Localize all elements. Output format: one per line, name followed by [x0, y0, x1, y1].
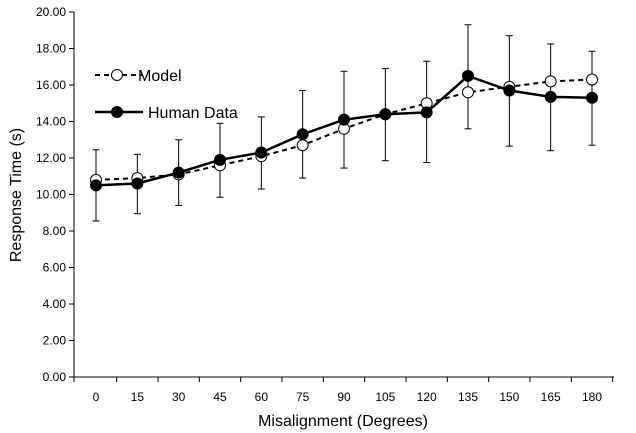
human-data-point — [172, 166, 185, 179]
y-tick-label: 4.00 — [43, 297, 67, 311]
x-axis-title: Misalignment (Degrees) — [258, 413, 428, 430]
human-data-point — [296, 128, 309, 141]
human-data-point — [255, 146, 268, 159]
human-data-point — [462, 69, 474, 82]
x-tick-label: 90 — [337, 390, 351, 404]
legend-human-marker — [111, 106, 123, 118]
x-tick-label: 30 — [172, 390, 186, 404]
legend-model-marker — [111, 69, 123, 81]
y-tick-label: 0.00 — [43, 370, 67, 384]
x-tick-label: 75 — [296, 390, 310, 404]
y-tick-label: 12.00 — [36, 151, 66, 165]
x-tick-label: 15 — [131, 390, 145, 404]
x-tick-label: 60 — [255, 390, 269, 404]
y-tick-label: 16.00 — [36, 78, 66, 92]
human-data-point — [131, 177, 144, 190]
x-tick-label: 180 — [582, 390, 602, 404]
legend: Model Human Data — [95, 68, 238, 122]
y-tick-label: 18.00 — [36, 42, 66, 56]
x-tick-label: 150 — [499, 390, 519, 404]
y-tick-label: 20.00 — [36, 5, 66, 19]
x-tick-label: 165 — [541, 390, 561, 404]
legend-human-label: Human Data — [148, 105, 238, 122]
x-tick-label: 0 — [93, 390, 100, 404]
y-tick-label: 6.00 — [43, 261, 67, 275]
x-tick-label: 105 — [375, 390, 395, 404]
human-data-point — [503, 84, 516, 97]
legend-item-model: Model — [95, 68, 182, 85]
model-point — [586, 73, 598, 86]
model-point — [462, 86, 474, 99]
human-data-point — [544, 90, 557, 103]
x-tick-label: 135 — [458, 390, 478, 404]
series-points — [90, 69, 598, 192]
human-data-point — [90, 179, 102, 192]
y-tick-label: 14.00 — [36, 115, 66, 129]
y-tick-label: 2.00 — [43, 334, 67, 348]
human-data-point — [338, 113, 350, 126]
human-data-point — [379, 108, 392, 121]
y-axis-ticks: 0.00 2.00 4.00 6.00 8.00 10.00 12.00 14.00 16.00… — [36, 5, 74, 384]
x-tick-label: 120 — [417, 390, 437, 404]
y-tick-label: 10.00 — [36, 188, 66, 202]
y-axis-title: Response Time (s) — [8, 128, 25, 262]
human-data-point — [586, 91, 598, 104]
y-tick-label: 8.00 — [43, 224, 67, 238]
model-point — [296, 139, 309, 152]
human-data-point — [214, 153, 226, 166]
model-point — [544, 75, 557, 88]
legend-model-label: Model — [138, 68, 182, 85]
x-axis-ticks: 0 15 30 45 60 75 90 105 120 135 150 165 180 — [73, 377, 614, 404]
plot-area: 0.00 2.00 4.00 6.00 8.00 10.00 12.00 14.00 16.00… — [36, 5, 614, 404]
legend-item-human-data: Human Data — [95, 105, 238, 122]
x-tick-label: 45 — [213, 390, 227, 404]
human-data-point — [420, 106, 433, 119]
